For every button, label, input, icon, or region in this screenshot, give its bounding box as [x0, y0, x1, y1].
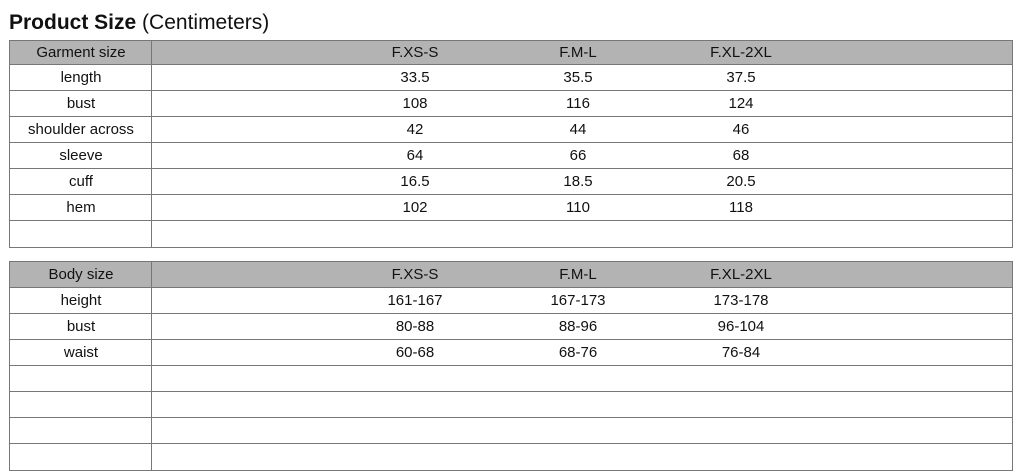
column-divider [151, 288, 152, 313]
column-divider [151, 392, 152, 417]
cell-value: 88-96 [558, 318, 598, 335]
row-label: shoulder across [28, 121, 134, 138]
row-label: hem [66, 199, 96, 216]
cell-value: 80-88 [395, 318, 435, 335]
row-label: length [60, 69, 102, 86]
cell-value: F.M-L [559, 44, 597, 61]
cell-value: 18.5 [563, 173, 593, 190]
empty-row [10, 366, 1012, 392]
cell-value: 167-173 [550, 292, 606, 309]
column-divider [151, 195, 152, 220]
header-row: Garment size F.XS-S F.M-L F.XL-2XL [10, 41, 1012, 65]
cell-value: 124 [728, 95, 754, 112]
column-divider [151, 169, 152, 194]
header-row: Body size F.XS-S F.M-L F.XL-2XL [10, 262, 1012, 288]
cell-value: 161-167 [387, 292, 443, 309]
row-label: bust [66, 95, 96, 112]
table-row: height 161-167 167-173 173-178 [10, 288, 1012, 314]
empty-row [10, 418, 1012, 444]
column-divider [151, 262, 152, 287]
cell-value: 60-68 [395, 344, 435, 361]
column-divider [151, 41, 152, 64]
column-divider [151, 143, 152, 168]
cell-value: F.M-L [559, 266, 597, 283]
row-label: Body size [48, 266, 114, 283]
cell-value: 68 [732, 147, 750, 164]
row-label: waist [63, 344, 99, 361]
table-row: waist 60-68 68-76 76-84 [10, 340, 1012, 366]
empty-row [10, 444, 1012, 470]
empty-row [10, 221, 1012, 247]
row-label: cuff [69, 173, 93, 190]
cell-value: 76-84 [721, 344, 761, 361]
cell-value: 33.5 [400, 69, 430, 86]
cell-value: 44 [569, 121, 587, 138]
row-label: sleeve [59, 147, 103, 164]
table-row: sleeve 64 66 68 [10, 143, 1012, 169]
cell-value: 46 [732, 121, 750, 138]
cell-value: 16.5 [400, 173, 430, 190]
table-row: length 33.5 35.5 37.5 [10, 65, 1012, 91]
table-row: shoulder across 42 44 46 [10, 117, 1012, 143]
row-label: bust [66, 318, 96, 335]
table: Body size F.XS-S F.M-L F.XL-2XL height 161-16… [9, 261, 1013, 471]
table-row: hem 102 110 118 [10, 195, 1012, 221]
column-divider [151, 366, 152, 391]
empty-row [10, 392, 1012, 418]
cell-value: 96-104 [717, 318, 765, 335]
row-label: height [60, 292, 102, 309]
table-row: bust 80-88 88-96 96-104 [10, 314, 1012, 340]
cell-value: 110 [566, 199, 590, 216]
cell-value: 35.5 [563, 69, 593, 86]
cell-value: F.XL-2XL [710, 266, 772, 283]
table-row: cuff 16.5 18.5 20.5 [10, 169, 1012, 195]
title-unit: (Centimeters) [142, 11, 270, 34]
column-divider [151, 340, 152, 365]
column-divider [151, 418, 152, 443]
cell-value: 173-178 [713, 292, 769, 309]
cell-value: 68-76 [558, 344, 598, 361]
cell-value: 116 [566, 95, 590, 112]
row-label: Garment size [36, 44, 126, 61]
cell-value: 42 [406, 121, 424, 138]
cell-value: F.XL-2XL [710, 44, 772, 61]
column-divider [151, 444, 152, 470]
table-row: bust 108 116 124 [10, 91, 1012, 117]
cell-value: 64 [406, 147, 424, 164]
cell-value: 20.5 [726, 173, 756, 190]
column-divider [151, 221, 152, 247]
cell-value: 37.5 [726, 69, 756, 86]
column-divider [151, 117, 152, 142]
cell-value: 108 [402, 95, 428, 112]
column-divider [151, 91, 152, 116]
title: Product Size (Centimeters) [9, 10, 269, 36]
column-divider [151, 314, 152, 339]
cell-value: 102 [402, 199, 428, 216]
cell-value: F.XS-S [391, 266, 439, 283]
cell-value: 66 [569, 147, 587, 164]
title-main: Product Size [9, 11, 137, 34]
cell-value: 118 [729, 199, 753, 216]
cell-value: F.XS-S [391, 44, 439, 61]
table: Garment size F.XS-S F.M-L F.XL-2XL length 33.… [9, 40, 1013, 248]
column-divider [151, 65, 152, 90]
